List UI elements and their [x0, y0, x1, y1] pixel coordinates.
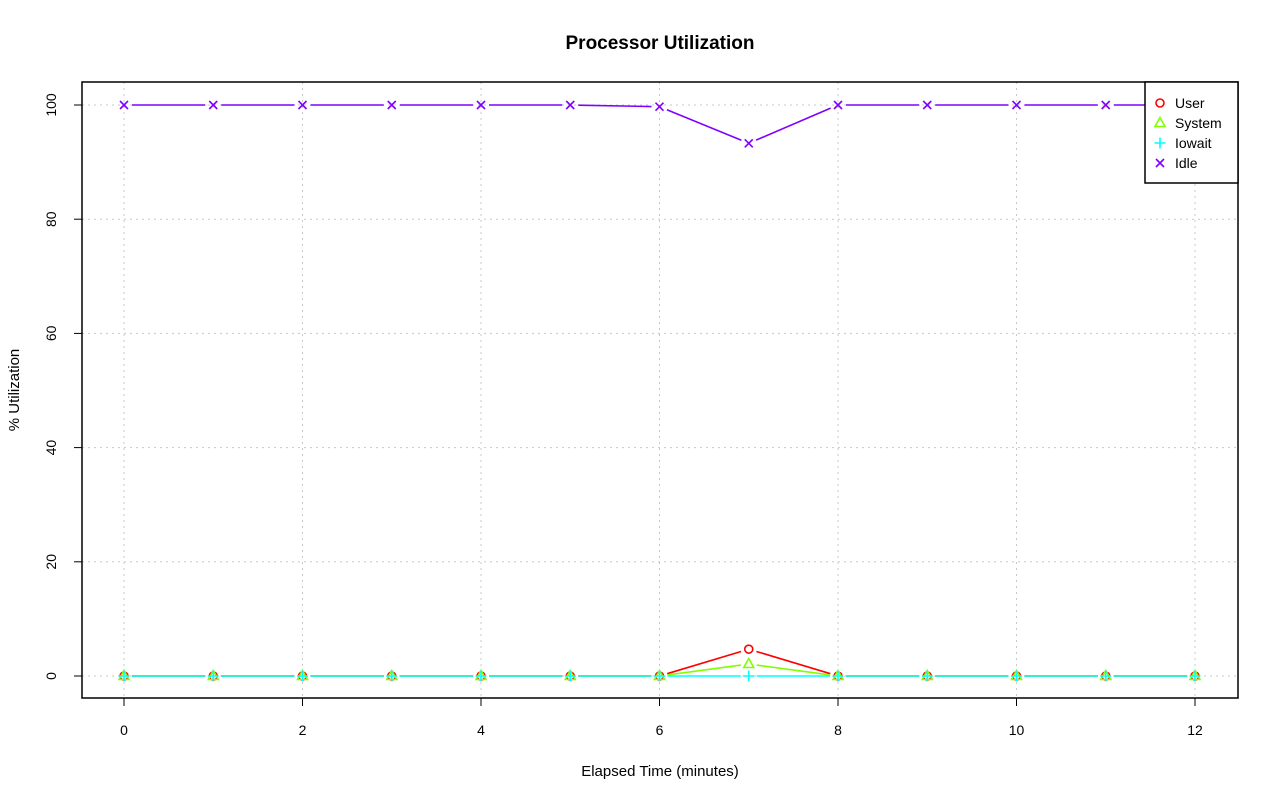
series-group [117, 100, 1202, 682]
chart-title: Processor Utilization [566, 33, 755, 54]
x-tick-label: 2 [299, 722, 307, 738]
series-iowait [118, 670, 1201, 682]
legend-label: Iowait [1175, 135, 1212, 151]
series-line-segment [755, 107, 831, 141]
x-tick-label: 0 [120, 722, 128, 738]
x-tick-label: 8 [834, 722, 842, 738]
cross-marker [833, 100, 843, 110]
triangle-marker [1153, 115, 1167, 128]
x-tick-label: 6 [656, 722, 664, 738]
plus-marker [832, 670, 844, 682]
x-tick-label: 4 [477, 722, 485, 738]
legend: User System Iowait Idle [1144, 81, 1239, 184]
cross-marker [654, 102, 665, 112]
cross-marker [1011, 100, 1022, 110]
series-line-segment [756, 664, 831, 676]
plus-marker [475, 670, 487, 682]
cross-marker [119, 100, 129, 110]
plus-marker [1100, 670, 1112, 682]
series-line-segment [666, 650, 742, 675]
plus-marker [1011, 670, 1022, 682]
y-tick-label: 40 [43, 440, 59, 456]
x-tick-label: 10 [1009, 722, 1025, 738]
legend-label: User [1175, 95, 1205, 111]
axes: 0 2 4 6 8 10 12 0 20 40 60 80 100 [43, 93, 1203, 738]
y-tick-label: 100 [43, 93, 59, 117]
y-tick-label: 80 [43, 211, 59, 227]
cross-marker [565, 100, 575, 110]
y-tick-label: 60 [43, 325, 59, 341]
x-tick-label: 12 [1187, 722, 1203, 738]
legend-label: System [1175, 115, 1222, 131]
series-idle [119, 100, 1200, 148]
plus-marker [207, 670, 219, 682]
cross-marker [387, 100, 397, 110]
triangle-marker [742, 656, 756, 669]
plus-marker [118, 670, 130, 682]
plus-marker [1189, 670, 1201, 682]
x-axis-label: Elapsed Time (minutes) [581, 763, 739, 780]
plus-marker [1154, 137, 1166, 149]
plot-frame [81, 81, 1239, 699]
circle-marker [1155, 98, 1165, 108]
cross-marker [1101, 100, 1111, 110]
series-line-segment [667, 664, 741, 676]
series-line-segment [756, 650, 831, 675]
plus-marker [921, 670, 933, 682]
cross-marker [476, 100, 486, 110]
plus-marker [654, 670, 665, 682]
plus-marker [564, 670, 576, 682]
plus-marker [386, 670, 398, 682]
circle-marker [743, 644, 754, 654]
y-tick-label: 0 [43, 672, 59, 680]
cross-marker [922, 100, 932, 110]
y-tick-label: 20 [43, 554, 59, 570]
y-axis-label: % Utilization [6, 349, 23, 432]
grid [82, 82, 1238, 698]
plus-marker [297, 670, 308, 682]
cross-marker [297, 100, 308, 110]
cross-marker [1155, 158, 1165, 168]
cross-marker [208, 100, 218, 110]
plus-marker [743, 670, 755, 682]
series-line-segment [578, 104, 652, 108]
legend-label: Idle [1175, 155, 1198, 171]
cross-marker [744, 138, 754, 148]
series-line-segment [666, 109, 742, 141]
